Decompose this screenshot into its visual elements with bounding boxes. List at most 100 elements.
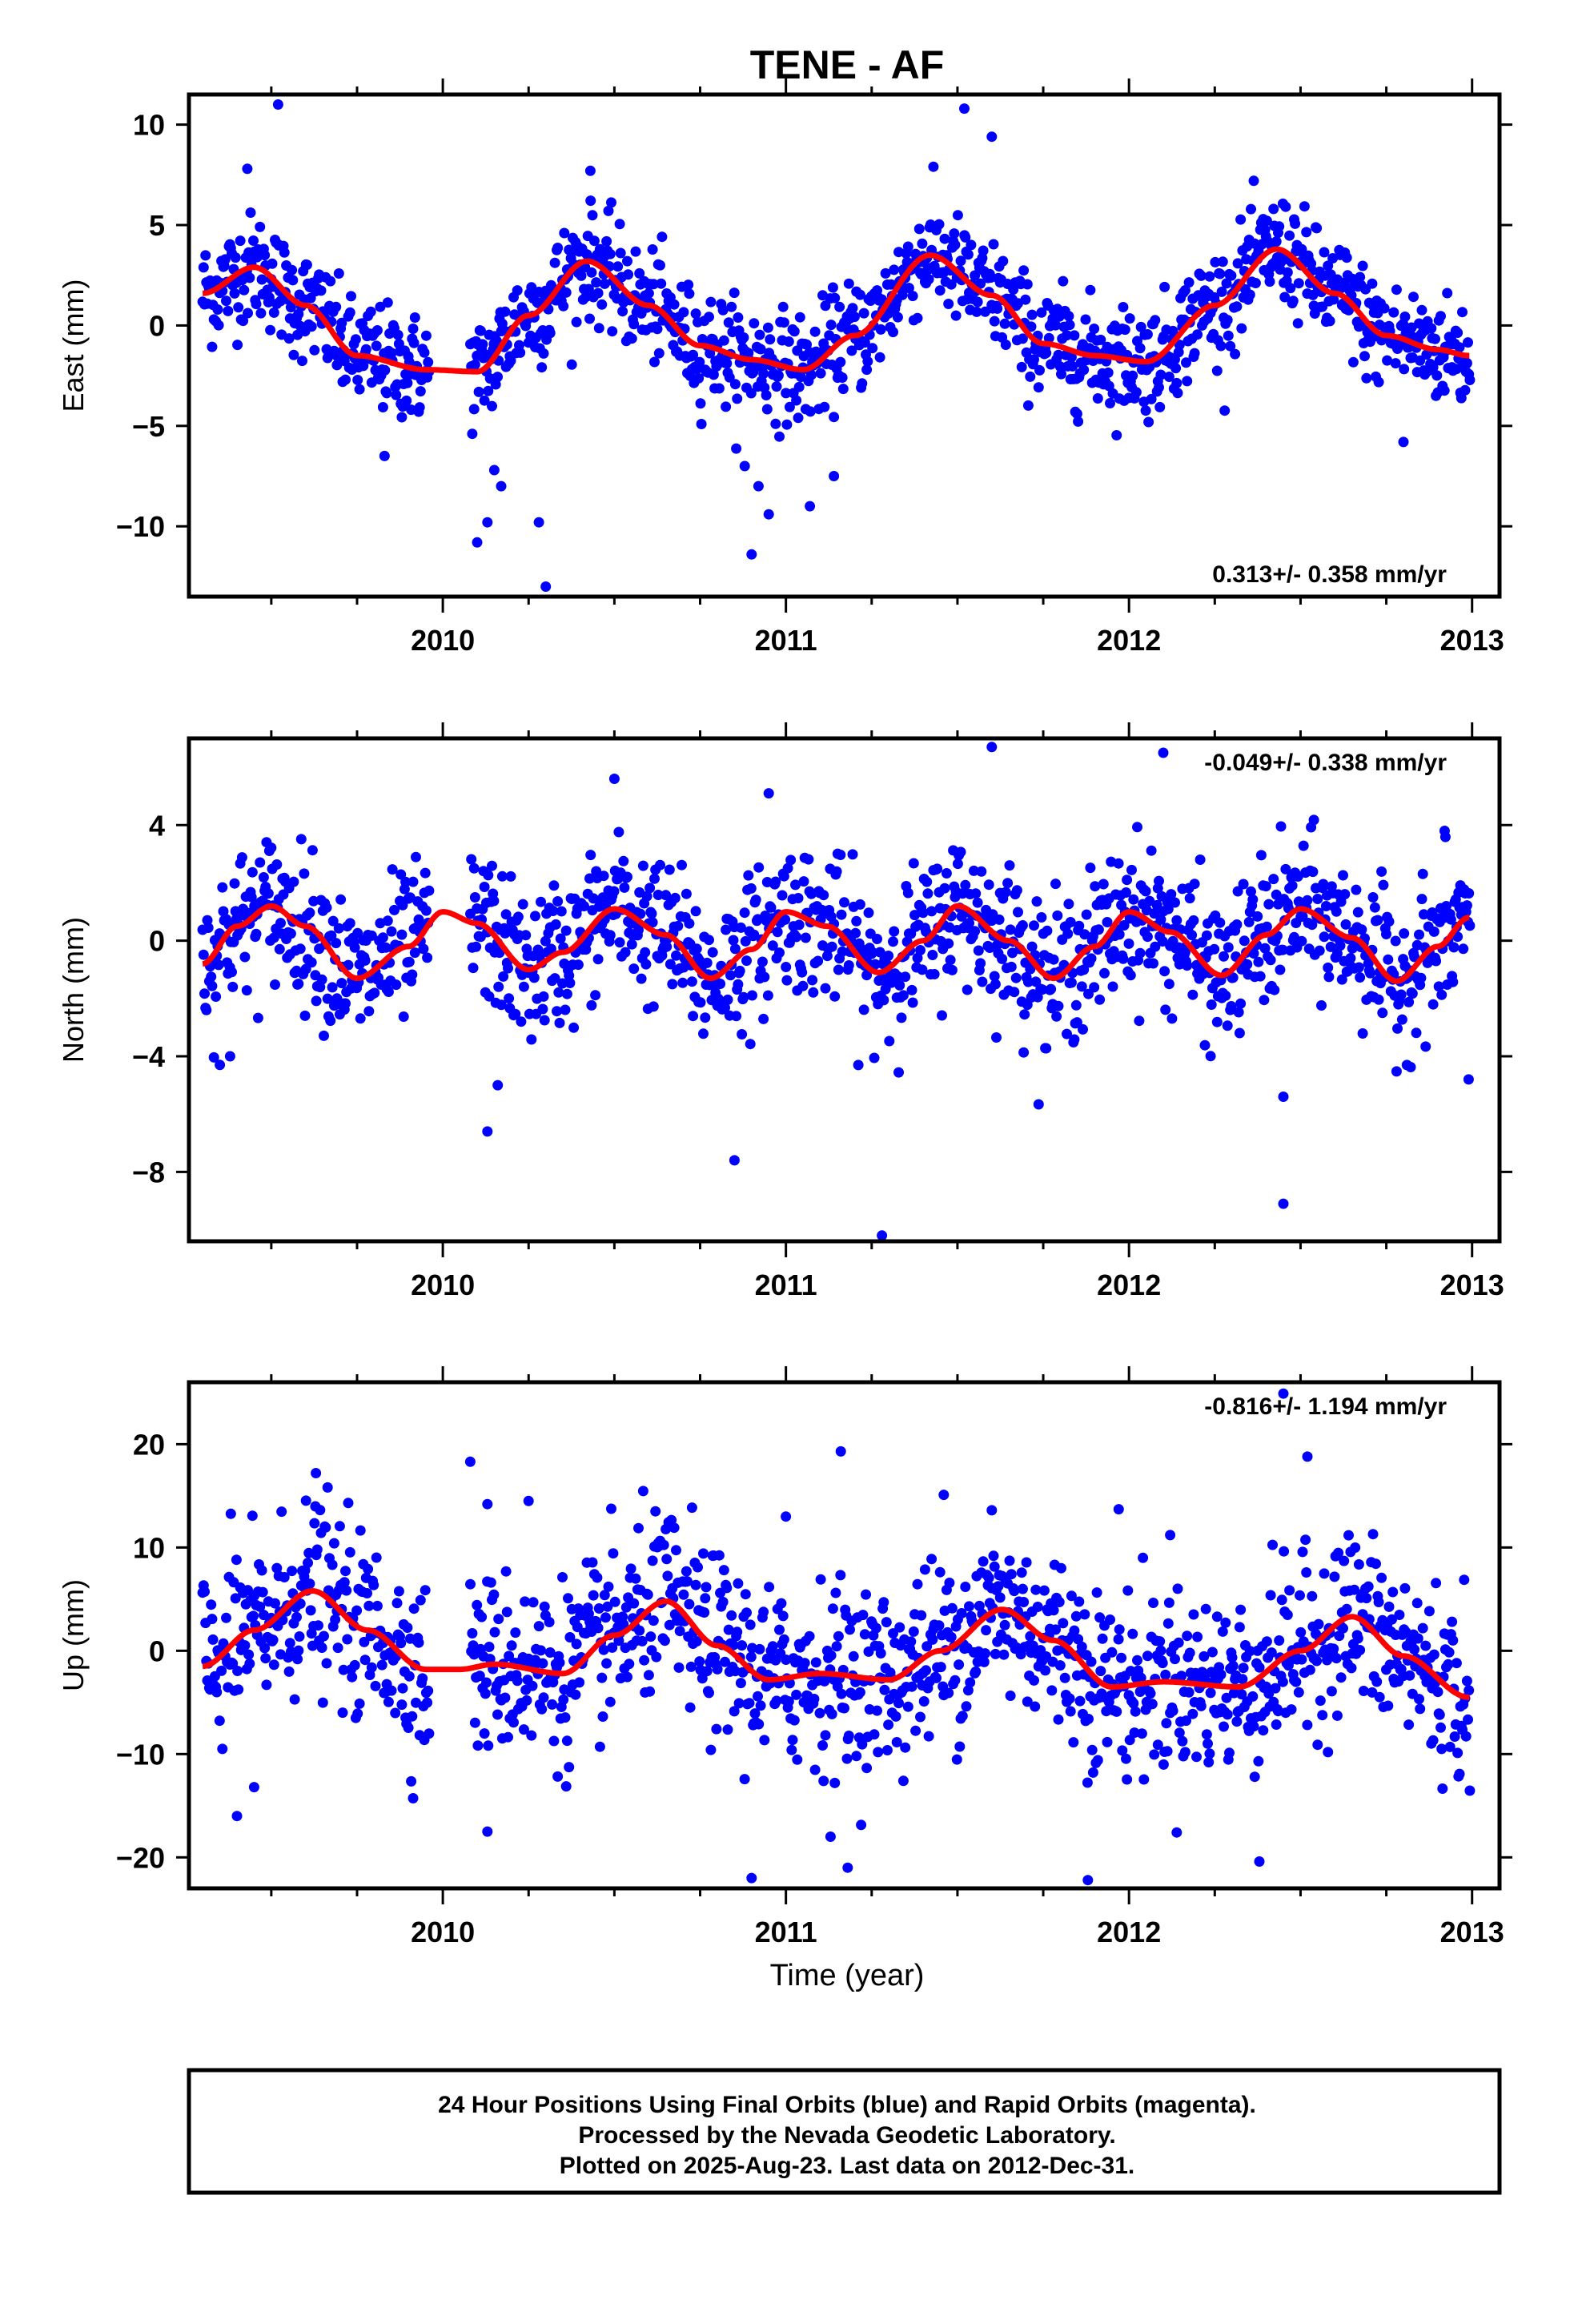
north-data-point — [1242, 959, 1253, 970]
east-data-point — [301, 259, 312, 271]
north-data-point — [1227, 972, 1239, 983]
east-data-point — [268, 307, 279, 318]
up-data-point — [1095, 1666, 1106, 1677]
north-data-point — [1146, 845, 1157, 856]
east-data-point — [1071, 408, 1082, 420]
up-data-point — [1205, 1687, 1216, 1699]
north-data-point — [770, 876, 781, 887]
up-data-point — [1371, 1558, 1381, 1570]
up-data-point — [1158, 1759, 1169, 1770]
north-data-point — [1046, 983, 1057, 995]
east-data-point — [1290, 218, 1301, 229]
north-data-point — [1411, 1027, 1422, 1039]
east-data-point — [581, 249, 592, 260]
up-data-point — [417, 1673, 428, 1684]
up-data-point — [1409, 1644, 1420, 1655]
up-data-point — [829, 1777, 841, 1788]
east-data-point — [1435, 311, 1446, 322]
up-data-point — [261, 1679, 272, 1691]
up-data-point — [1094, 1612, 1106, 1623]
east-data-point — [1426, 323, 1437, 334]
up-data-point — [1021, 1557, 1032, 1568]
up-data-point — [764, 1582, 775, 1593]
east-data-point — [1225, 340, 1236, 352]
east-data-point — [950, 310, 962, 321]
east-outlier-point — [753, 480, 764, 492]
north-data-point — [889, 926, 900, 937]
up-data-point — [1339, 1555, 1350, 1566]
up-data-point — [484, 1642, 495, 1652]
east-data-point — [1020, 294, 1031, 305]
north-data-point — [888, 936, 898, 947]
up-data-point — [1046, 1685, 1058, 1696]
east-data-point — [604, 248, 616, 259]
north-data-point — [669, 892, 681, 903]
east-data-point — [962, 249, 974, 260]
north-data-point — [1051, 1011, 1062, 1022]
north-data-point — [1005, 924, 1016, 935]
north-data-point — [757, 956, 768, 967]
east-data-point — [315, 285, 327, 296]
up-data-point — [786, 1744, 797, 1755]
up-data-point — [700, 1593, 711, 1604]
east-data-point — [1319, 247, 1330, 258]
east-data-point — [992, 303, 1003, 314]
north-data-point — [701, 957, 713, 968]
up-data-point — [359, 1655, 371, 1666]
north-data-point — [1154, 875, 1164, 887]
up-data-point — [408, 1793, 419, 1803]
north-data-point — [1316, 1000, 1327, 1011]
east-data-point — [265, 324, 276, 336]
up-outlier-point — [746, 1872, 757, 1884]
north-data-point — [321, 902, 332, 913]
north-y-tick-label: −8 — [132, 1156, 165, 1188]
north-data-point — [635, 908, 646, 919]
north-data-point — [1089, 982, 1100, 993]
up-data-point — [1428, 1649, 1439, 1660]
up-data-point — [1030, 1584, 1042, 1595]
east-x-tick-label: 2011 — [755, 624, 817, 657]
north-data-point — [520, 930, 532, 941]
up-data-point — [1317, 1710, 1328, 1721]
east-data-point — [207, 341, 218, 352]
up-data-point — [271, 1562, 283, 1574]
up-data-point — [493, 1614, 504, 1625]
north-data-point — [909, 910, 920, 921]
up-data-point — [362, 1588, 372, 1598]
up-data-point — [1066, 1590, 1077, 1602]
north-data-point — [1123, 938, 1134, 949]
up-data-point — [597, 1711, 608, 1722]
up-data-point — [1149, 1749, 1160, 1760]
north-data-point — [1461, 900, 1472, 911]
east-data-point — [536, 362, 548, 373]
east-data-point — [874, 352, 885, 363]
north-data-point — [1261, 921, 1272, 932]
east-data-point — [1192, 329, 1203, 340]
north-data-point — [843, 960, 854, 971]
up-data-point — [483, 1740, 494, 1751]
up-data-point — [739, 1774, 750, 1785]
north-data-point — [1076, 981, 1087, 992]
up-data-point — [1447, 1616, 1458, 1627]
north-data-point — [1065, 917, 1076, 927]
north-data-point — [1122, 875, 1133, 886]
up-data-point — [845, 1624, 855, 1635]
north-data-point — [1369, 902, 1380, 913]
east-data-point — [837, 372, 848, 383]
north-data-point — [316, 974, 327, 985]
up-data-point — [243, 1649, 255, 1660]
up-data-point — [861, 1589, 871, 1600]
up-data-point — [791, 1689, 802, 1700]
east-x-tick-label: 2012 — [1097, 624, 1161, 657]
up-data-point — [1412, 1633, 1423, 1644]
north-data-point — [1085, 862, 1096, 874]
east-data-point — [771, 381, 782, 392]
north-data-point — [1017, 920, 1028, 931]
east-data-point — [726, 301, 737, 312]
up-data-point — [558, 1694, 569, 1705]
north-data-point — [829, 991, 841, 1002]
east-data-point — [695, 398, 706, 409]
north-data-point — [391, 979, 402, 991]
up-data-point — [1184, 1647, 1195, 1659]
east-data-point — [1056, 368, 1066, 380]
